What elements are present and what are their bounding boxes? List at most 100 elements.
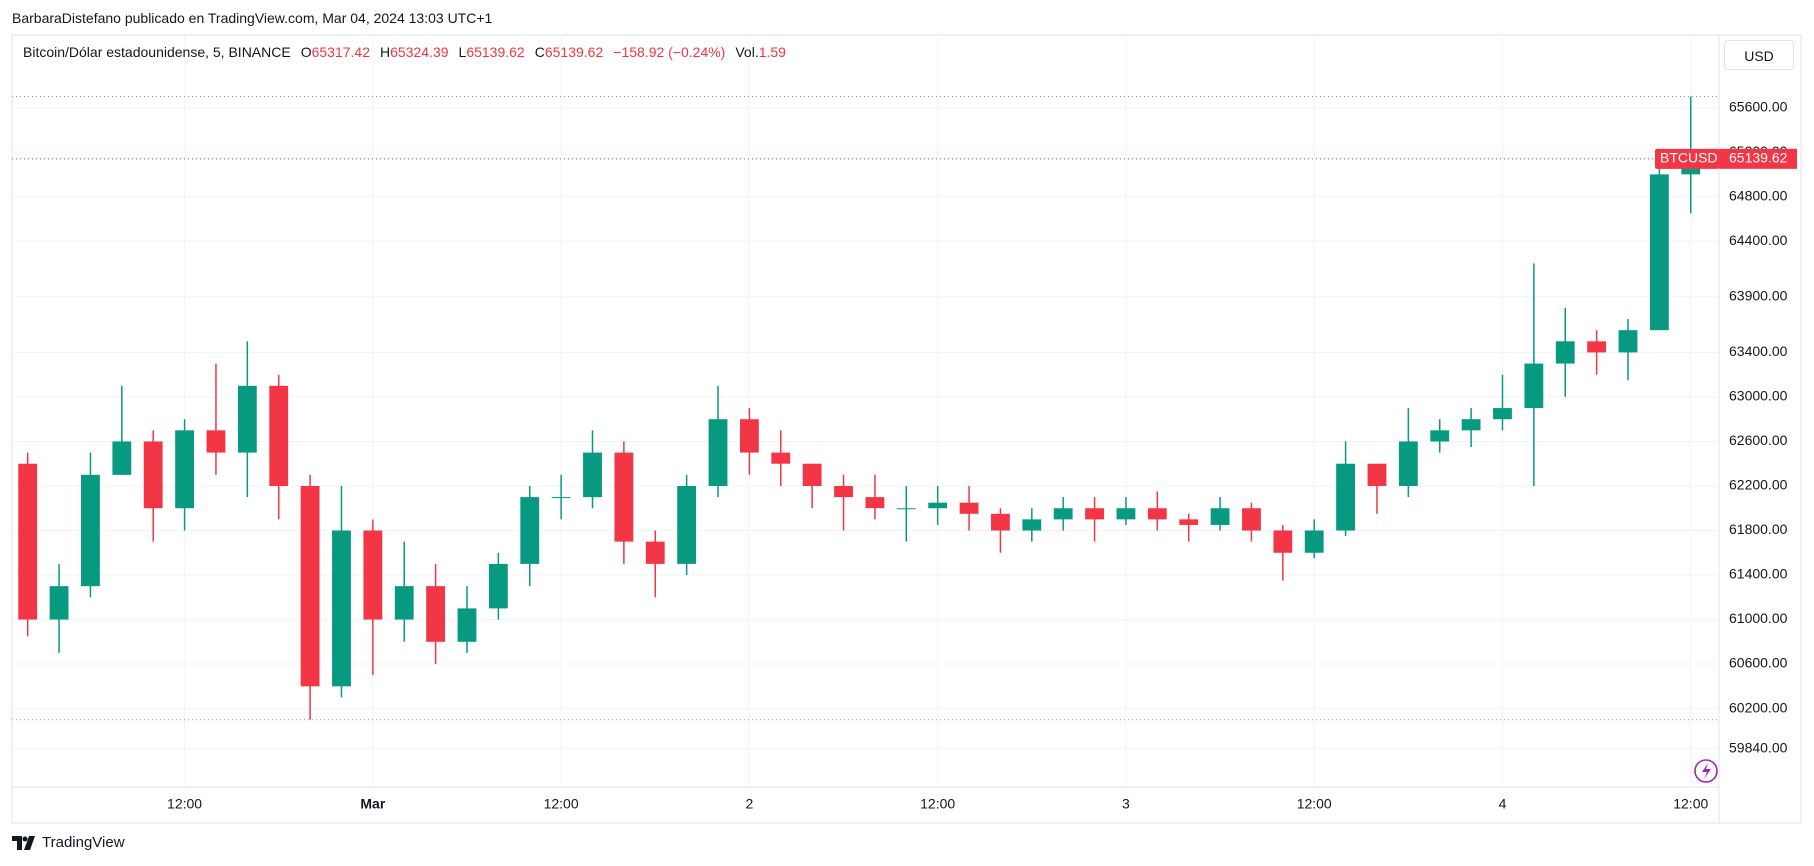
x-tick-label: 12:00 bbox=[1297, 796, 1332, 812]
y-tick-label: 59840.00 bbox=[1729, 739, 1788, 755]
x-tick-label: 12:00 bbox=[920, 796, 955, 812]
overlays: 59840.00 60200.00 60600.00 61000.00 61400.00… bbox=[12, 95, 1797, 812]
currency-button[interactable]: USD bbox=[1724, 40, 1794, 70]
alert-bolt bbox=[1702, 763, 1711, 779]
y-tick-label: 63400.00 bbox=[1729, 343, 1788, 359]
candle-body bbox=[991, 513, 1010, 531]
candle-body bbox=[1022, 519, 1042, 531]
candle-body bbox=[739, 419, 759, 453]
price-tag-symbol: BTCUSD bbox=[1660, 150, 1718, 166]
candle-body bbox=[1367, 463, 1387, 486]
candle-body bbox=[520, 497, 540, 564]
price-tag-symbol-bg bbox=[1655, 148, 1719, 169]
ohlc-label: C bbox=[534, 44, 545, 60]
y-tick-label: 60600.00 bbox=[1729, 655, 1788, 671]
y-tick-label: 64800.00 bbox=[1729, 187, 1788, 203]
alert-icon[interactable] bbox=[1694, 759, 1718, 783]
candle-body bbox=[1116, 508, 1136, 520]
x-tick-label: 12:00 bbox=[1673, 796, 1708, 812]
candle-body bbox=[112, 441, 132, 475]
ohlc-item: C65139.62 bbox=[535, 44, 604, 60]
candle-body bbox=[802, 463, 822, 486]
candle-body bbox=[1053, 508, 1073, 520]
candle-body bbox=[551, 497, 571, 499]
candle-body bbox=[708, 419, 728, 486]
candle-body bbox=[18, 463, 38, 620]
x-tick-label: 2 bbox=[746, 796, 754, 812]
ohlc-label: L bbox=[458, 44, 467, 60]
candle-body bbox=[1085, 508, 1104, 520]
candle-body bbox=[645, 541, 665, 564]
candle-body bbox=[269, 385, 289, 486]
grid bbox=[12, 34, 1719, 787]
candle-body bbox=[834, 485, 853, 498]
price-tag-bg bbox=[1719, 148, 1797, 169]
ohlc-value: 65139.62 bbox=[544, 44, 604, 60]
candle-body bbox=[237, 385, 257, 453]
ohlc-value: 65324.39 bbox=[390, 44, 449, 60]
candle-body bbox=[1430, 430, 1450, 442]
candle-body bbox=[959, 502, 979, 514]
ohlc-label: O bbox=[300, 44, 312, 60]
candle-body bbox=[175, 430, 194, 509]
y-tick-label: 62200.00 bbox=[1729, 477, 1788, 493]
logo-icon bbox=[12, 835, 35, 850]
candle-body bbox=[457, 608, 477, 642]
candle-body bbox=[332, 530, 351, 687]
candle-body bbox=[1147, 508, 1167, 520]
candle-body bbox=[1398, 441, 1418, 486]
volume-label: Vol. bbox=[735, 44, 759, 60]
candle-body bbox=[488, 563, 508, 609]
candle-body bbox=[1649, 174, 1669, 331]
candle-body bbox=[1524, 363, 1544, 409]
y-tick-label: 61400.00 bbox=[1729, 566, 1788, 582]
y-tick-label: 61000.00 bbox=[1729, 610, 1788, 626]
candles bbox=[18, 96, 1701, 720]
candle-body bbox=[614, 452, 634, 542]
x-tick-label: 4 bbox=[1499, 796, 1507, 812]
candle-body bbox=[1587, 341, 1607, 353]
candle-body bbox=[426, 586, 446, 642]
y-tick-label: 60200.00 bbox=[1729, 699, 1788, 715]
ohlc-value: 65317.42 bbox=[311, 44, 370, 60]
logo-text: TradingView bbox=[42, 834, 125, 851]
candle-body bbox=[928, 502, 948, 509]
x-tick-label: Mar bbox=[360, 796, 385, 812]
candle-body bbox=[1179, 519, 1199, 525]
y-tick-label: 65600.00 bbox=[1729, 98, 1788, 114]
candle-body bbox=[1618, 330, 1638, 353]
change: −158.92 (−0.24%) bbox=[613, 44, 726, 60]
ohlc-item: O65317.42 bbox=[301, 44, 370, 60]
ohlc-value: 65139.62 bbox=[466, 44, 525, 60]
y-tick-label: 63000.00 bbox=[1729, 388, 1788, 404]
legend: Bitcoin/Dólar estadounidense, 5, BINANCE… bbox=[23, 44, 786, 60]
candle-body bbox=[81, 474, 100, 587]
price-tag-value: 65139.62 bbox=[1729, 150, 1788, 166]
logo: TradingView bbox=[12, 834, 125, 851]
candle-body bbox=[1461, 419, 1481, 431]
volume-value: 1.59 bbox=[758, 44, 786, 60]
candle-body bbox=[1493, 408, 1512, 420]
y-tick-label: 64400.00 bbox=[1729, 232, 1788, 248]
candle-body bbox=[1304, 530, 1324, 553]
x-tick-label: 3 bbox=[1122, 796, 1130, 812]
candle-body bbox=[896, 508, 916, 510]
candle-body bbox=[363, 530, 383, 620]
x-tick-label: 12:00 bbox=[544, 796, 579, 812]
x-tick-label: 12:00 bbox=[167, 796, 202, 812]
candle-body bbox=[1242, 508, 1261, 531]
candle-body bbox=[771, 452, 791, 464]
candle-body bbox=[1273, 530, 1293, 553]
candle-body bbox=[1210, 508, 1230, 525]
y-tick-label: 62600.00 bbox=[1729, 432, 1788, 448]
candle-body bbox=[1555, 341, 1575, 364]
y-tick-label: 61800.00 bbox=[1729, 521, 1788, 537]
ohlc-label: H bbox=[380, 44, 391, 60]
candle-body bbox=[865, 497, 885, 509]
symbol: Bitcoin/Dólar estadounidense, 5, BINANCE bbox=[23, 44, 291, 60]
frame bbox=[11, 34, 1802, 824]
candle-body bbox=[49, 586, 69, 620]
candle-body bbox=[143, 441, 163, 509]
